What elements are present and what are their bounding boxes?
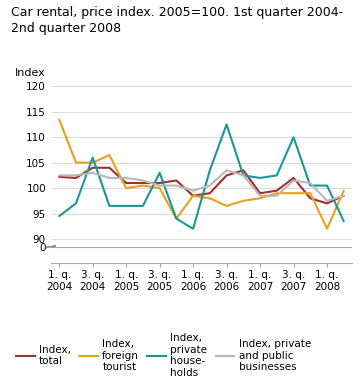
Text: Car rental, price index. 2005=100. 1st quarter 2004-
2nd quarter 2008: Car rental, price index. 2005=100. 1st q… (11, 6, 343, 35)
Text: Index: Index (15, 68, 45, 78)
Legend: Index,
total, Index,
foreign
tourist, Index,
private
house-
holds, Index, privat: Index, total, Index, foreign tourist, In… (16, 333, 311, 378)
